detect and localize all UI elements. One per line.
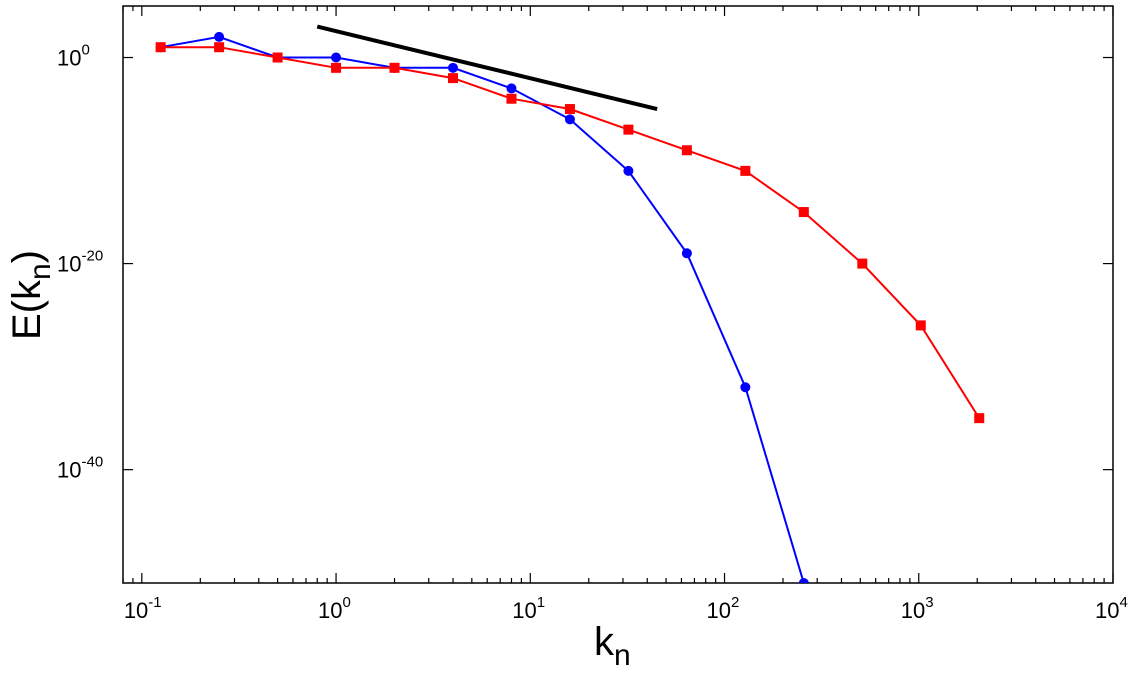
y-tick-label-base: 10 xyxy=(57,458,81,483)
y-tick-label-exp: -40 xyxy=(81,454,103,471)
x-axis-label-base: k xyxy=(594,620,615,664)
y-axis-label-post: ) xyxy=(5,250,49,263)
series-1-point xyxy=(448,62,458,73)
y-tick-label: 10-20 xyxy=(57,248,103,277)
y-tick-label: 100 xyxy=(57,42,90,71)
series-2-point xyxy=(448,73,458,84)
series-1-point xyxy=(798,578,809,583)
series-2-point xyxy=(214,42,225,53)
x-axis-label: kn xyxy=(594,620,631,672)
series-2-point xyxy=(389,62,400,73)
series-2-point xyxy=(623,124,634,135)
x-tick-label: 103 xyxy=(901,594,934,623)
series-1-point xyxy=(740,382,751,393)
y-axis-label: E(kn) xyxy=(5,250,57,340)
series-1-point xyxy=(681,248,692,259)
x-axis-label-sub: n xyxy=(614,639,631,672)
x-tick-label: 10-1 xyxy=(124,594,162,623)
y-tick-label-exp: 0 xyxy=(81,42,89,59)
axis-ticks xyxy=(122,6,1114,583)
plot-area xyxy=(122,5,1114,584)
series-1-point xyxy=(623,165,634,176)
x-tick-label-exp: 0 xyxy=(343,594,351,611)
series-2-point xyxy=(331,62,342,73)
x-tick-label: 101 xyxy=(512,594,545,623)
x-tick-label: 102 xyxy=(707,594,740,623)
x-tick-label: 104 xyxy=(1095,594,1128,623)
series-line-1 xyxy=(160,35,805,583)
x-tick-label-base: 10 xyxy=(901,598,925,623)
series-2-point xyxy=(740,165,751,176)
x-tick-label-base: 10 xyxy=(512,598,536,623)
series-2-point xyxy=(798,207,809,218)
x-tick-label-base: 10 xyxy=(1095,598,1119,623)
series-1-point xyxy=(331,52,342,63)
y-axis-label-pre: E(k xyxy=(5,279,49,340)
series-2-point xyxy=(564,104,575,115)
x-tick-label-base: 10 xyxy=(318,598,342,623)
y-tick-label-base: 10 xyxy=(57,46,81,71)
x-tick-label-exp: 2 xyxy=(731,594,739,611)
x-tick-label-exp: 4 xyxy=(1119,594,1127,611)
x-tick-label-exp: -1 xyxy=(148,594,161,611)
series-2-point xyxy=(155,42,166,53)
y-tick-label-exp: -20 xyxy=(81,248,103,265)
series-1-point xyxy=(564,114,575,125)
reference-slope-line xyxy=(316,24,658,111)
series-2-point xyxy=(272,52,283,63)
series-2-point xyxy=(681,145,692,156)
y-tick-label-base: 10 xyxy=(57,252,81,277)
y-axis-label-sub: n xyxy=(24,263,57,280)
series-1-point xyxy=(506,83,517,94)
series-2-point xyxy=(506,93,517,104)
x-tick-label-base: 10 xyxy=(707,598,731,623)
series-2-point xyxy=(857,258,868,269)
y-tick-label: 10-40 xyxy=(57,454,103,483)
series-group xyxy=(155,24,985,583)
x-tick-label-exp: 1 xyxy=(537,594,545,611)
x-tick-label-base: 10 xyxy=(124,598,148,623)
series-layer xyxy=(155,24,985,583)
x-tick-label: 100 xyxy=(318,594,351,623)
series-1-point xyxy=(214,31,225,42)
series-2-point xyxy=(974,413,985,424)
series-2-point xyxy=(915,320,926,331)
x-tick-label-exp: 3 xyxy=(925,594,933,611)
